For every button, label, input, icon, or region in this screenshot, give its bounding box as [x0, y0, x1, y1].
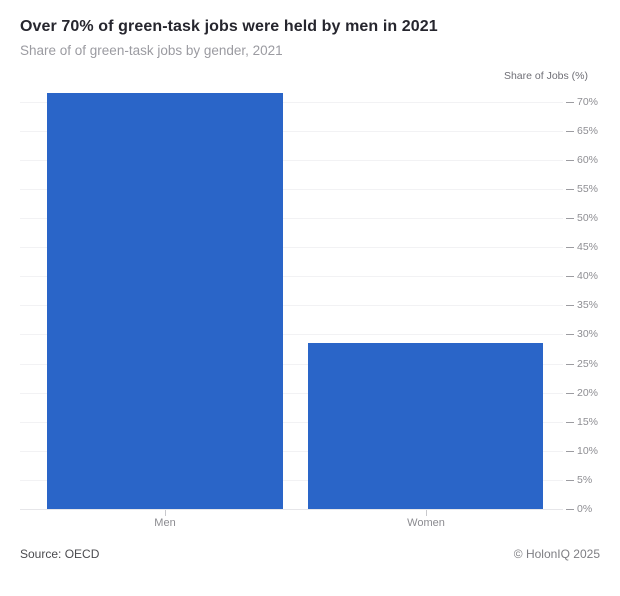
y-tick-label: 50%: [577, 212, 599, 224]
bar-men[interactable]: [47, 93, 283, 509]
y-gridline: [20, 247, 563, 248]
tick-mark: [566, 275, 574, 277]
x-category-label: Women: [407, 517, 445, 529]
y-axis-tick: 0%: [566, 503, 592, 515]
x-axis-tick: [426, 510, 427, 516]
tick-mark: [566, 159, 574, 161]
y-gridline: [20, 393, 563, 394]
y-axis-tick: 70%: [566, 96, 598, 108]
source-label: Source: OECD: [20, 547, 100, 561]
tick-mark: [566, 421, 574, 423]
y-tick-label: 65%: [577, 125, 599, 137]
tick-mark: [566, 479, 574, 481]
y-gridline: [20, 480, 563, 481]
y-gridline: [20, 422, 563, 423]
x-axis-tick: [165, 510, 166, 516]
y-gridline: [20, 131, 563, 132]
y-axis-tick: 40%: [566, 270, 598, 282]
y-gridline: [20, 189, 563, 190]
tick-mark: [566, 217, 574, 219]
y-tick-label: 0%: [577, 503, 593, 515]
x-category-label: Men: [154, 517, 176, 529]
y-tick-label: 35%: [577, 299, 599, 311]
y-axis-tick: 50%: [566, 212, 598, 224]
tick-mark: [566, 101, 574, 103]
y-gridline: [20, 276, 563, 277]
y-axis-tick: 20%: [566, 387, 598, 399]
y-gridline: [20, 218, 563, 219]
tick-mark: [566, 450, 574, 452]
y-tick-label: 25%: [577, 358, 599, 370]
y-axis-tick: 65%: [566, 125, 598, 137]
tick-mark: [566, 304, 574, 306]
tick-mark: [566, 363, 574, 365]
y-axis-tick: 15%: [566, 416, 598, 428]
chart-footer: Source: OECD © HolonIQ 2025: [20, 547, 600, 561]
tick-mark: [566, 246, 574, 248]
y-tick-label: 10%: [577, 445, 599, 457]
y-gridline: [20, 451, 563, 452]
y-tick-label: 15%: [577, 416, 599, 428]
y-gridline: [20, 334, 563, 335]
y-axis-tick: 10%: [566, 445, 598, 457]
y-gridline: [20, 160, 563, 161]
y-tick-label: 5%: [577, 474, 593, 486]
tick-mark: [566, 130, 574, 132]
y-axis-tick: 60%: [566, 154, 598, 166]
y-tick-label: 20%: [577, 387, 599, 399]
tick-mark: [566, 508, 574, 510]
y-axis-tick: 45%: [566, 241, 598, 253]
x-axis-line: [20, 509, 563, 510]
y-tick-label: 30%: [577, 328, 599, 340]
tick-mark: [566, 188, 574, 190]
y-tick-label: 40%: [577, 270, 599, 282]
y-axis-tick: 30%: [566, 328, 598, 340]
y-tick-label: 60%: [577, 154, 599, 166]
y-tick-label: 55%: [577, 183, 599, 195]
chart-subtitle: Share of of green-task jobs by gender, 2…: [20, 43, 283, 58]
y-tick-label: 70%: [577, 96, 599, 108]
y-axis-title: Share of Jobs (%): [503, 70, 588, 82]
y-tick-label: 45%: [577, 241, 599, 253]
y-gridline: [20, 364, 563, 365]
y-axis-tick: 55%: [566, 183, 598, 195]
copyright-label: © HolonIQ 2025: [513, 547, 600, 561]
chart-title: Over 70% of green-task jobs were held by…: [20, 18, 438, 35]
y-axis-tick: 5%: [566, 474, 592, 486]
bar-women[interactable]: [308, 343, 543, 509]
tick-mark: [566, 392, 574, 394]
y-axis-tick: 35%: [566, 299, 598, 311]
y-gridline: [20, 102, 563, 103]
y-axis-tick: 25%: [566, 358, 598, 370]
y-gridline: [20, 305, 563, 306]
tick-mark: [566, 333, 574, 335]
